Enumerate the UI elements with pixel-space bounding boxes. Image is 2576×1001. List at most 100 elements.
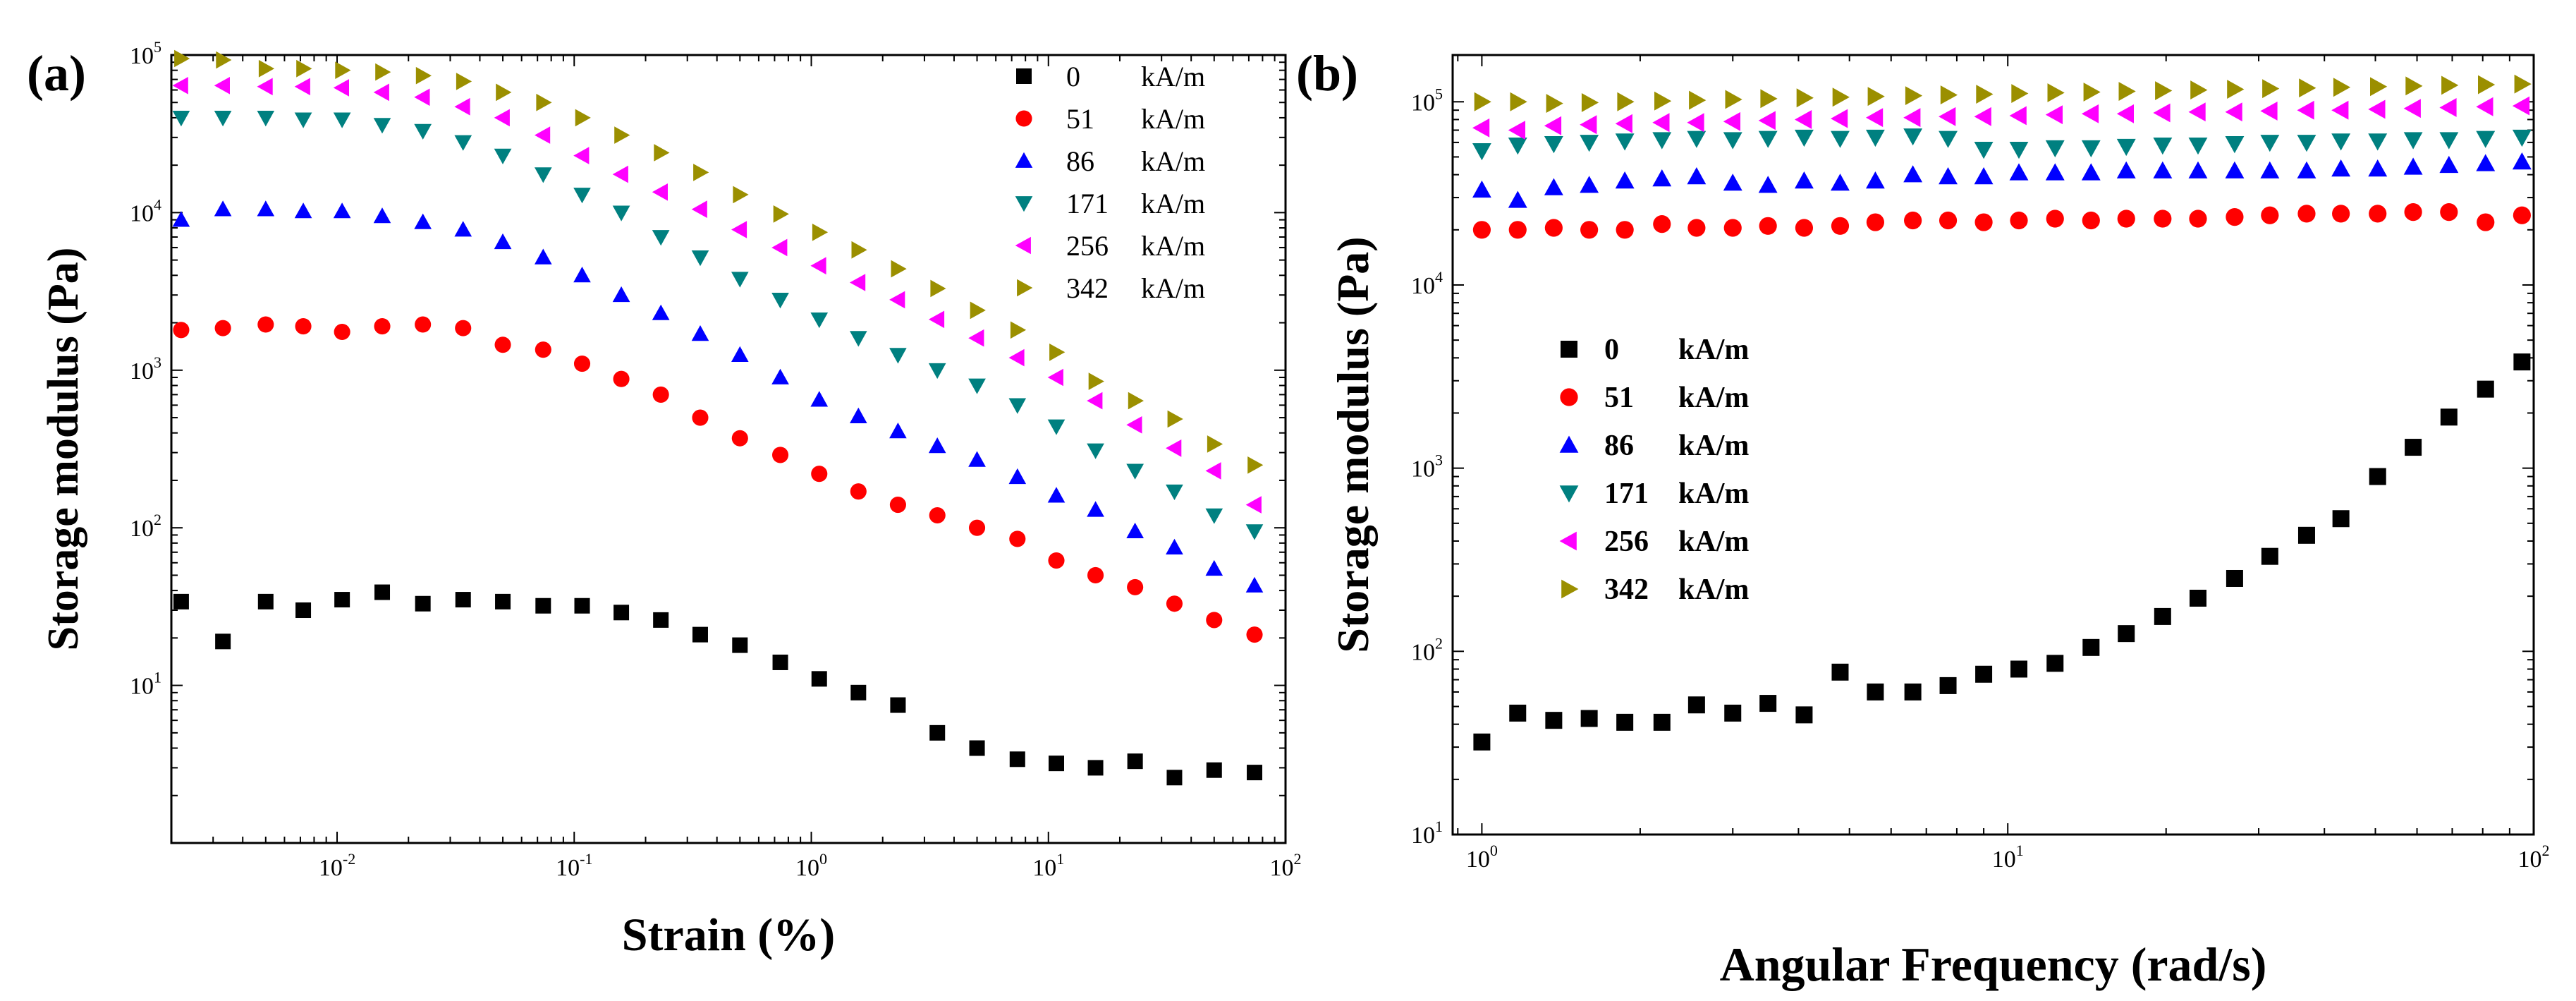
data-point-51 bbox=[455, 320, 472, 336]
legend-item: 51 kA/m bbox=[1015, 103, 1205, 135]
data-point-342 bbox=[456, 73, 472, 90]
data-point-171 bbox=[2368, 133, 2388, 151]
data-point-86 bbox=[1939, 167, 1958, 185]
data-point-256 bbox=[2403, 99, 2421, 119]
data-point-0 bbox=[2046, 655, 2064, 672]
data-point-342 bbox=[1088, 372, 1104, 390]
data-point-86 bbox=[2188, 161, 2208, 178]
data-point-171 bbox=[1008, 398, 1027, 414]
data-point-51 bbox=[731, 430, 748, 447]
data-point-256 bbox=[1615, 114, 1632, 133]
data-point-0 bbox=[2082, 638, 2100, 656]
x-tick-label-exp: 2 bbox=[2542, 842, 2550, 859]
data-point-86 bbox=[1205, 559, 1223, 576]
x-axis-title: Angular Frequency (rad/s) bbox=[1720, 938, 2267, 991]
data-point-342 bbox=[1167, 410, 1183, 428]
series-342 bbox=[1474, 74, 2532, 113]
legend-unit: kA/m bbox=[1141, 272, 1205, 304]
data-point-0 bbox=[2154, 607, 2171, 625]
series-86 bbox=[1472, 152, 2532, 208]
y-tick-label-base: 10 bbox=[1411, 456, 1435, 483]
legend-marker-171 bbox=[1015, 196, 1033, 212]
data-point-256 bbox=[810, 257, 826, 275]
data-point-171 bbox=[1939, 131, 1958, 148]
y-tick-label: 10 1 bbox=[130, 669, 161, 700]
data-point-0 bbox=[1127, 753, 1143, 770]
data-point-86 bbox=[2225, 161, 2245, 178]
data-point-342 bbox=[174, 49, 190, 68]
legend-label: 86 bbox=[1066, 145, 1094, 177]
data-point-0 bbox=[295, 602, 312, 619]
data-point-256 bbox=[2081, 104, 2099, 123]
data-point-342 bbox=[1905, 86, 1923, 105]
data-point-256 bbox=[1866, 108, 1884, 128]
x-tick-label-exp: 0 bbox=[819, 850, 827, 868]
y-tick-label-exp: 3 bbox=[154, 353, 161, 371]
data-point-256 bbox=[2153, 103, 2171, 123]
data-point-256 bbox=[573, 147, 590, 164]
data-point-171 bbox=[2009, 142, 2029, 159]
data-point-51 bbox=[295, 317, 312, 335]
data-point-171 bbox=[2331, 133, 2351, 151]
data-point-0 bbox=[574, 597, 590, 614]
data-point-51 bbox=[1472, 221, 1491, 239]
data-point-0 bbox=[2226, 569, 2243, 587]
legend-label: 0 bbox=[1066, 61, 1080, 92]
x-tick-label-exp: 2 bbox=[1294, 850, 1302, 868]
data-point-0 bbox=[1247, 765, 1263, 781]
data-point-86 bbox=[1580, 176, 1599, 193]
data-point-0 bbox=[2369, 468, 2386, 485]
data-point-171 bbox=[652, 230, 670, 246]
data-point-171 bbox=[2116, 138, 2136, 157]
y-tick-label-base: 10 bbox=[1411, 639, 1435, 665]
legend-unit: kA/m bbox=[1141, 188, 1205, 219]
data-point-171 bbox=[2225, 136, 2245, 154]
data-point-342 bbox=[575, 109, 591, 127]
legend-item: 51 kA/m bbox=[1560, 382, 1749, 414]
data-point-171 bbox=[612, 205, 630, 222]
data-point-51 bbox=[2477, 213, 2495, 231]
data-point-256 bbox=[2368, 99, 2386, 119]
legend-unit: kA/m bbox=[1678, 478, 1749, 510]
legend-label: 171 bbox=[1066, 188, 1109, 219]
data-point-86 bbox=[2081, 163, 2101, 181]
data-point-51 bbox=[1544, 219, 1563, 237]
data-point-256 bbox=[535, 126, 551, 144]
data-point-171 bbox=[454, 135, 472, 151]
data-point-51 bbox=[2369, 205, 2387, 223]
data-point-256 bbox=[2331, 100, 2349, 120]
data-point-342 bbox=[2227, 80, 2245, 99]
legend-marker-256 bbox=[1559, 531, 1577, 551]
data-point-342 bbox=[1689, 90, 1707, 110]
data-point-342 bbox=[733, 186, 749, 204]
data-point-256 bbox=[294, 78, 310, 96]
y-tick-label-exp: 2 bbox=[154, 511, 161, 528]
data-point-51 bbox=[573, 356, 591, 372]
legend-marker-342 bbox=[1561, 579, 1579, 599]
data-point-51 bbox=[1087, 566, 1104, 584]
data-point-171 bbox=[1472, 143, 1491, 161]
data-point-342 bbox=[2478, 75, 2496, 95]
data-point-342 bbox=[536, 93, 552, 111]
x-tick-label-base: 10 bbox=[319, 855, 343, 881]
data-point-256 bbox=[1652, 113, 1670, 133]
data-point-0 bbox=[2440, 408, 2458, 426]
data-point-86 bbox=[2512, 152, 2532, 170]
data-point-86 bbox=[2116, 161, 2136, 178]
data-point-171 bbox=[810, 313, 829, 329]
data-point-171 bbox=[494, 148, 512, 164]
data-point-256 bbox=[373, 83, 389, 102]
data-point-86 bbox=[928, 437, 946, 454]
data-point-342 bbox=[2118, 82, 2136, 101]
data-point-0 bbox=[969, 740, 985, 756]
y-axis-title: Storage modulus (Pa) bbox=[1328, 236, 1378, 653]
data-point-342 bbox=[1049, 344, 1066, 361]
data-point-256 bbox=[731, 221, 747, 238]
data-point-256 bbox=[1580, 115, 1597, 135]
data-point-0 bbox=[1904, 683, 1922, 700]
data-point-86 bbox=[2331, 159, 2351, 177]
data-point-342 bbox=[930, 279, 946, 298]
data-point-171 bbox=[1126, 463, 1144, 480]
x-tick-label-exp: 1 bbox=[2016, 842, 2024, 859]
